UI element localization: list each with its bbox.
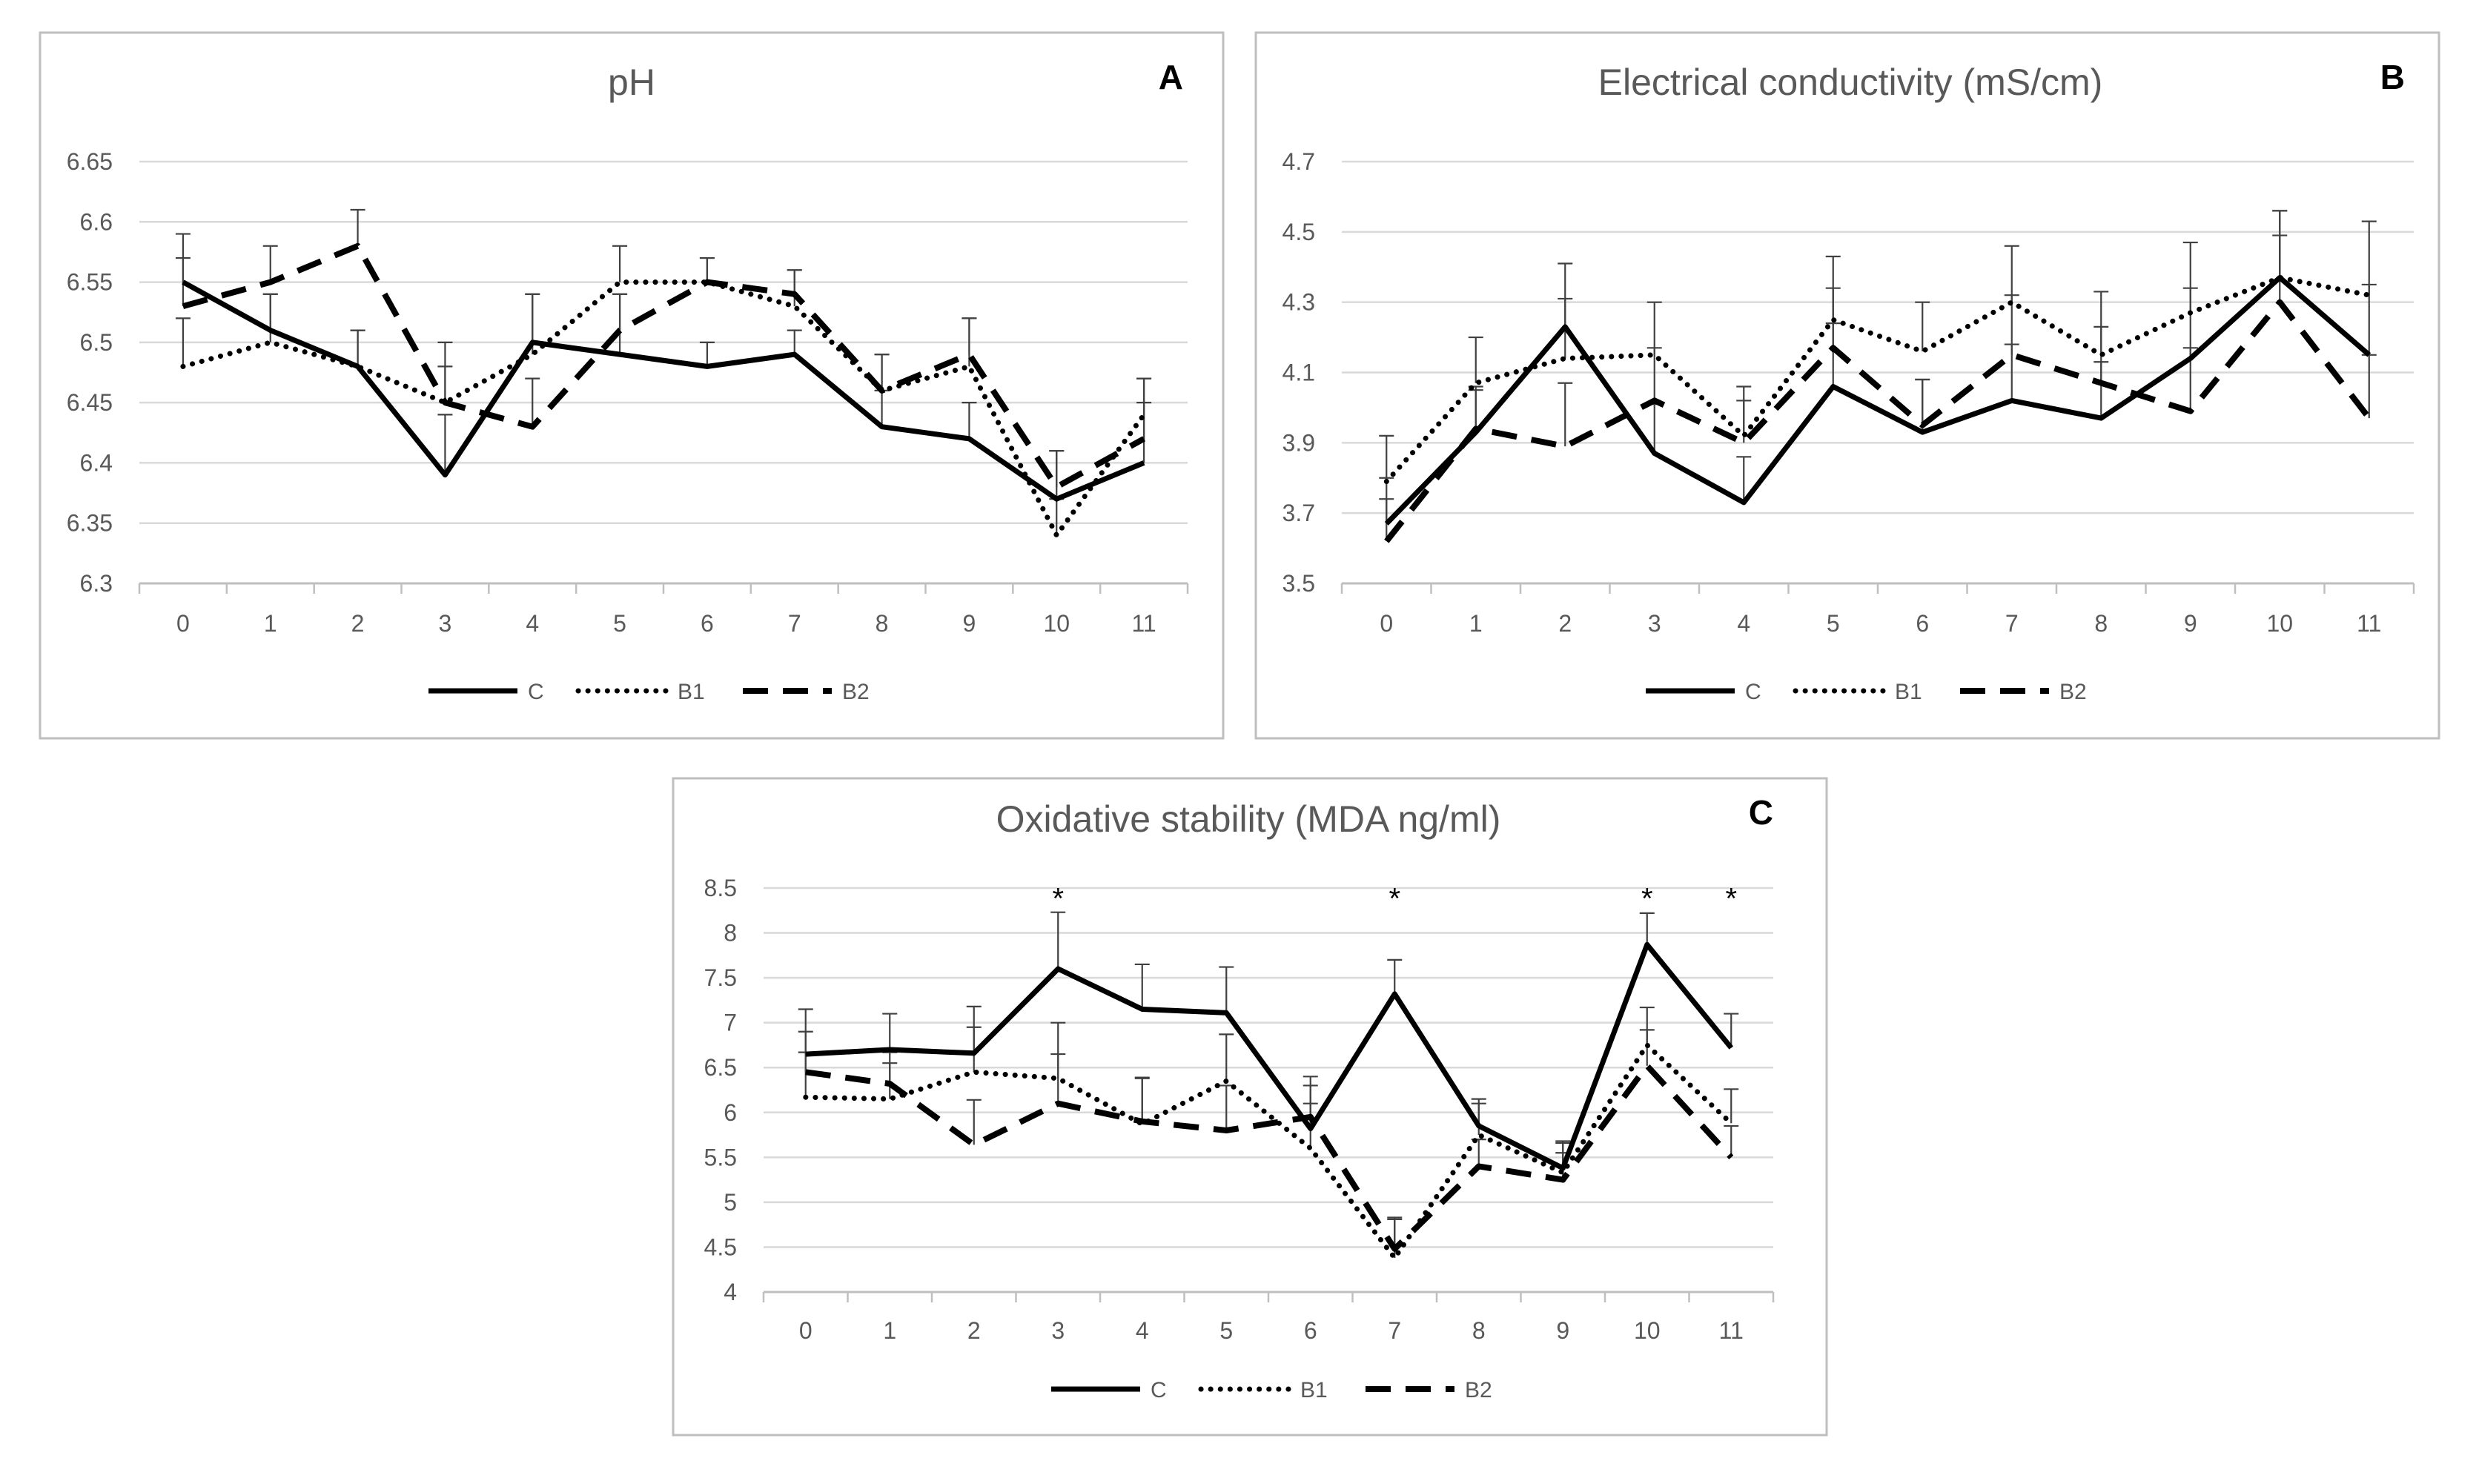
- x-tick-label: 0: [799, 1317, 812, 1344]
- x-tick-label: 0: [176, 610, 190, 637]
- significance-marker: *: [1725, 883, 1737, 915]
- legend-label: B2: [842, 680, 870, 704]
- y-tick-label: 6.5: [80, 329, 113, 356]
- panel-b-chart: Electrical conductivity (mS/cm) B 3.5 3.7 3.…: [1282, 58, 2415, 704]
- x-tick-label: 11: [1719, 1317, 1744, 1344]
- x-tick-label: 9: [963, 610, 976, 637]
- x-tick-label: 8: [1472, 1317, 1486, 1344]
- chart-title: Oxidative stability (MDA ng/ml): [996, 798, 1501, 840]
- y-tick-label: 4.5: [704, 1233, 737, 1260]
- y-tick-label: 3.9: [1282, 429, 1315, 456]
- series-line-b2: [805, 1062, 1734, 1252]
- series-line-b1: [803, 1042, 1734, 1261]
- y-tick-label: 7: [724, 1010, 737, 1036]
- x-tick-label: 1: [1469, 610, 1483, 637]
- panel-c-chart: Oxidative stability (MDA ng/ml) C 4 4.5 5 5.5…: [704, 793, 1775, 1402]
- x-tick-label: 0: [1380, 610, 1393, 637]
- y-tick-label: 5.5: [704, 1144, 737, 1170]
- x-tick-label: 2: [967, 1317, 981, 1344]
- legend-label: B1: [1300, 1378, 1328, 1402]
- series-line-b1: [180, 279, 1147, 538]
- y-tick-label: 3.7: [1282, 500, 1315, 526]
- panel-a-frame: [39, 31, 1225, 740]
- x-tick-label: 10: [2266, 610, 2293, 637]
- panel-label: A: [1159, 58, 1183, 96]
- series-line-b2: [182, 242, 1146, 490]
- x-tick-label: 3: [1051, 1317, 1065, 1344]
- x-tick-label: 11: [1131, 610, 1156, 637]
- panel-label: B: [2380, 58, 2405, 96]
- panel-b-frame: [1254, 31, 2440, 740]
- x-tick-label: 4: [526, 610, 539, 637]
- y-tick-label: 6.35: [67, 510, 113, 537]
- x-tick-label: 11: [2357, 610, 2381, 637]
- y-tick-label: 8.5: [704, 875, 737, 901]
- x-tick-label: 1: [264, 610, 277, 637]
- x-tick-label: 5: [1827, 610, 1840, 637]
- x-tick-label: 8: [2094, 610, 2108, 637]
- panel-label: C: [1749, 793, 1773, 832]
- y-tick-label: 4.5: [1282, 219, 1315, 245]
- legend-label: B1: [678, 680, 705, 704]
- panel-a-chart: pH A 6.3 6.35 6.4 6.45 6.5 6.55 6.6 6.65 0 1 2 3 4 5 6 7 8…: [67, 58, 1189, 704]
- legend-label: B2: [1465, 1378, 1492, 1402]
- legend-label: B2: [2059, 680, 2087, 704]
- legend-label: C: [528, 680, 544, 704]
- y-tick-label: 7.5: [704, 964, 737, 991]
- series-line-b1: [1383, 275, 2372, 484]
- x-tick-label: 1: [883, 1317, 896, 1344]
- series-line-b2: [1384, 299, 2372, 543]
- chart-title: pH: [608, 62, 655, 103]
- x-tick-label: 4: [1737, 610, 1750, 637]
- x-tick-label: 4: [1136, 1317, 1149, 1344]
- y-tick-label: 3.5: [1282, 570, 1315, 597]
- x-tick-label: 6: [1304, 1317, 1317, 1344]
- legend-label: C: [1151, 1378, 1167, 1402]
- x-tick-label: 3: [439, 610, 452, 637]
- y-tick-label: 6.65: [67, 148, 113, 175]
- y-tick-label: 8: [724, 920, 737, 947]
- y-tick-label: 6.45: [67, 389, 113, 416]
- y-tick-label: 6.6: [80, 208, 113, 235]
- y-tick-label: 4.3: [1282, 289, 1315, 316]
- x-tick-label: 7: [788, 610, 801, 637]
- x-tick-label: 10: [1043, 610, 1070, 637]
- series-line-c: [1384, 275, 2372, 526]
- y-tick-label: 5: [724, 1189, 737, 1216]
- significance-marker: *: [1052, 883, 1064, 915]
- x-tick-label: 7: [1388, 1317, 1401, 1344]
- y-tick-label: 6.3: [80, 570, 113, 597]
- y-tick-label: 4.1: [1282, 360, 1315, 386]
- y-tick-label: 6.4: [80, 449, 113, 476]
- significance-marker: *: [1389, 883, 1400, 915]
- y-tick-label: 6.5: [704, 1054, 737, 1081]
- x-tick-label: 2: [1558, 610, 1572, 637]
- y-tick-label: 4: [724, 1279, 737, 1305]
- x-tick-label: 10: [1634, 1317, 1661, 1344]
- significance-marker: *: [1641, 883, 1653, 915]
- x-tick-label: 8: [876, 610, 889, 637]
- x-tick-label: 5: [613, 610, 626, 637]
- x-tick-label: 3: [1648, 610, 1661, 637]
- series-line-c: [805, 941, 1734, 1171]
- x-tick-label: 9: [2184, 610, 2197, 637]
- x-tick-label: 6: [1916, 610, 1929, 637]
- x-tick-label: 9: [1556, 1317, 1569, 1344]
- x-tick-label: 6: [701, 610, 714, 637]
- x-tick-label: 7: [2005, 610, 2019, 637]
- y-tick-label: 4.7: [1282, 148, 1315, 175]
- legend-label: C: [1745, 680, 1761, 704]
- x-tick-label: 5: [1219, 1317, 1233, 1344]
- y-tick-label: 6: [724, 1099, 737, 1126]
- x-tick-label: 2: [351, 610, 365, 637]
- legend-label: B1: [1895, 680, 1922, 704]
- y-tick-label: 6.55: [67, 269, 113, 296]
- chart-title: Electrical conductivity (mS/cm): [1598, 62, 2103, 103]
